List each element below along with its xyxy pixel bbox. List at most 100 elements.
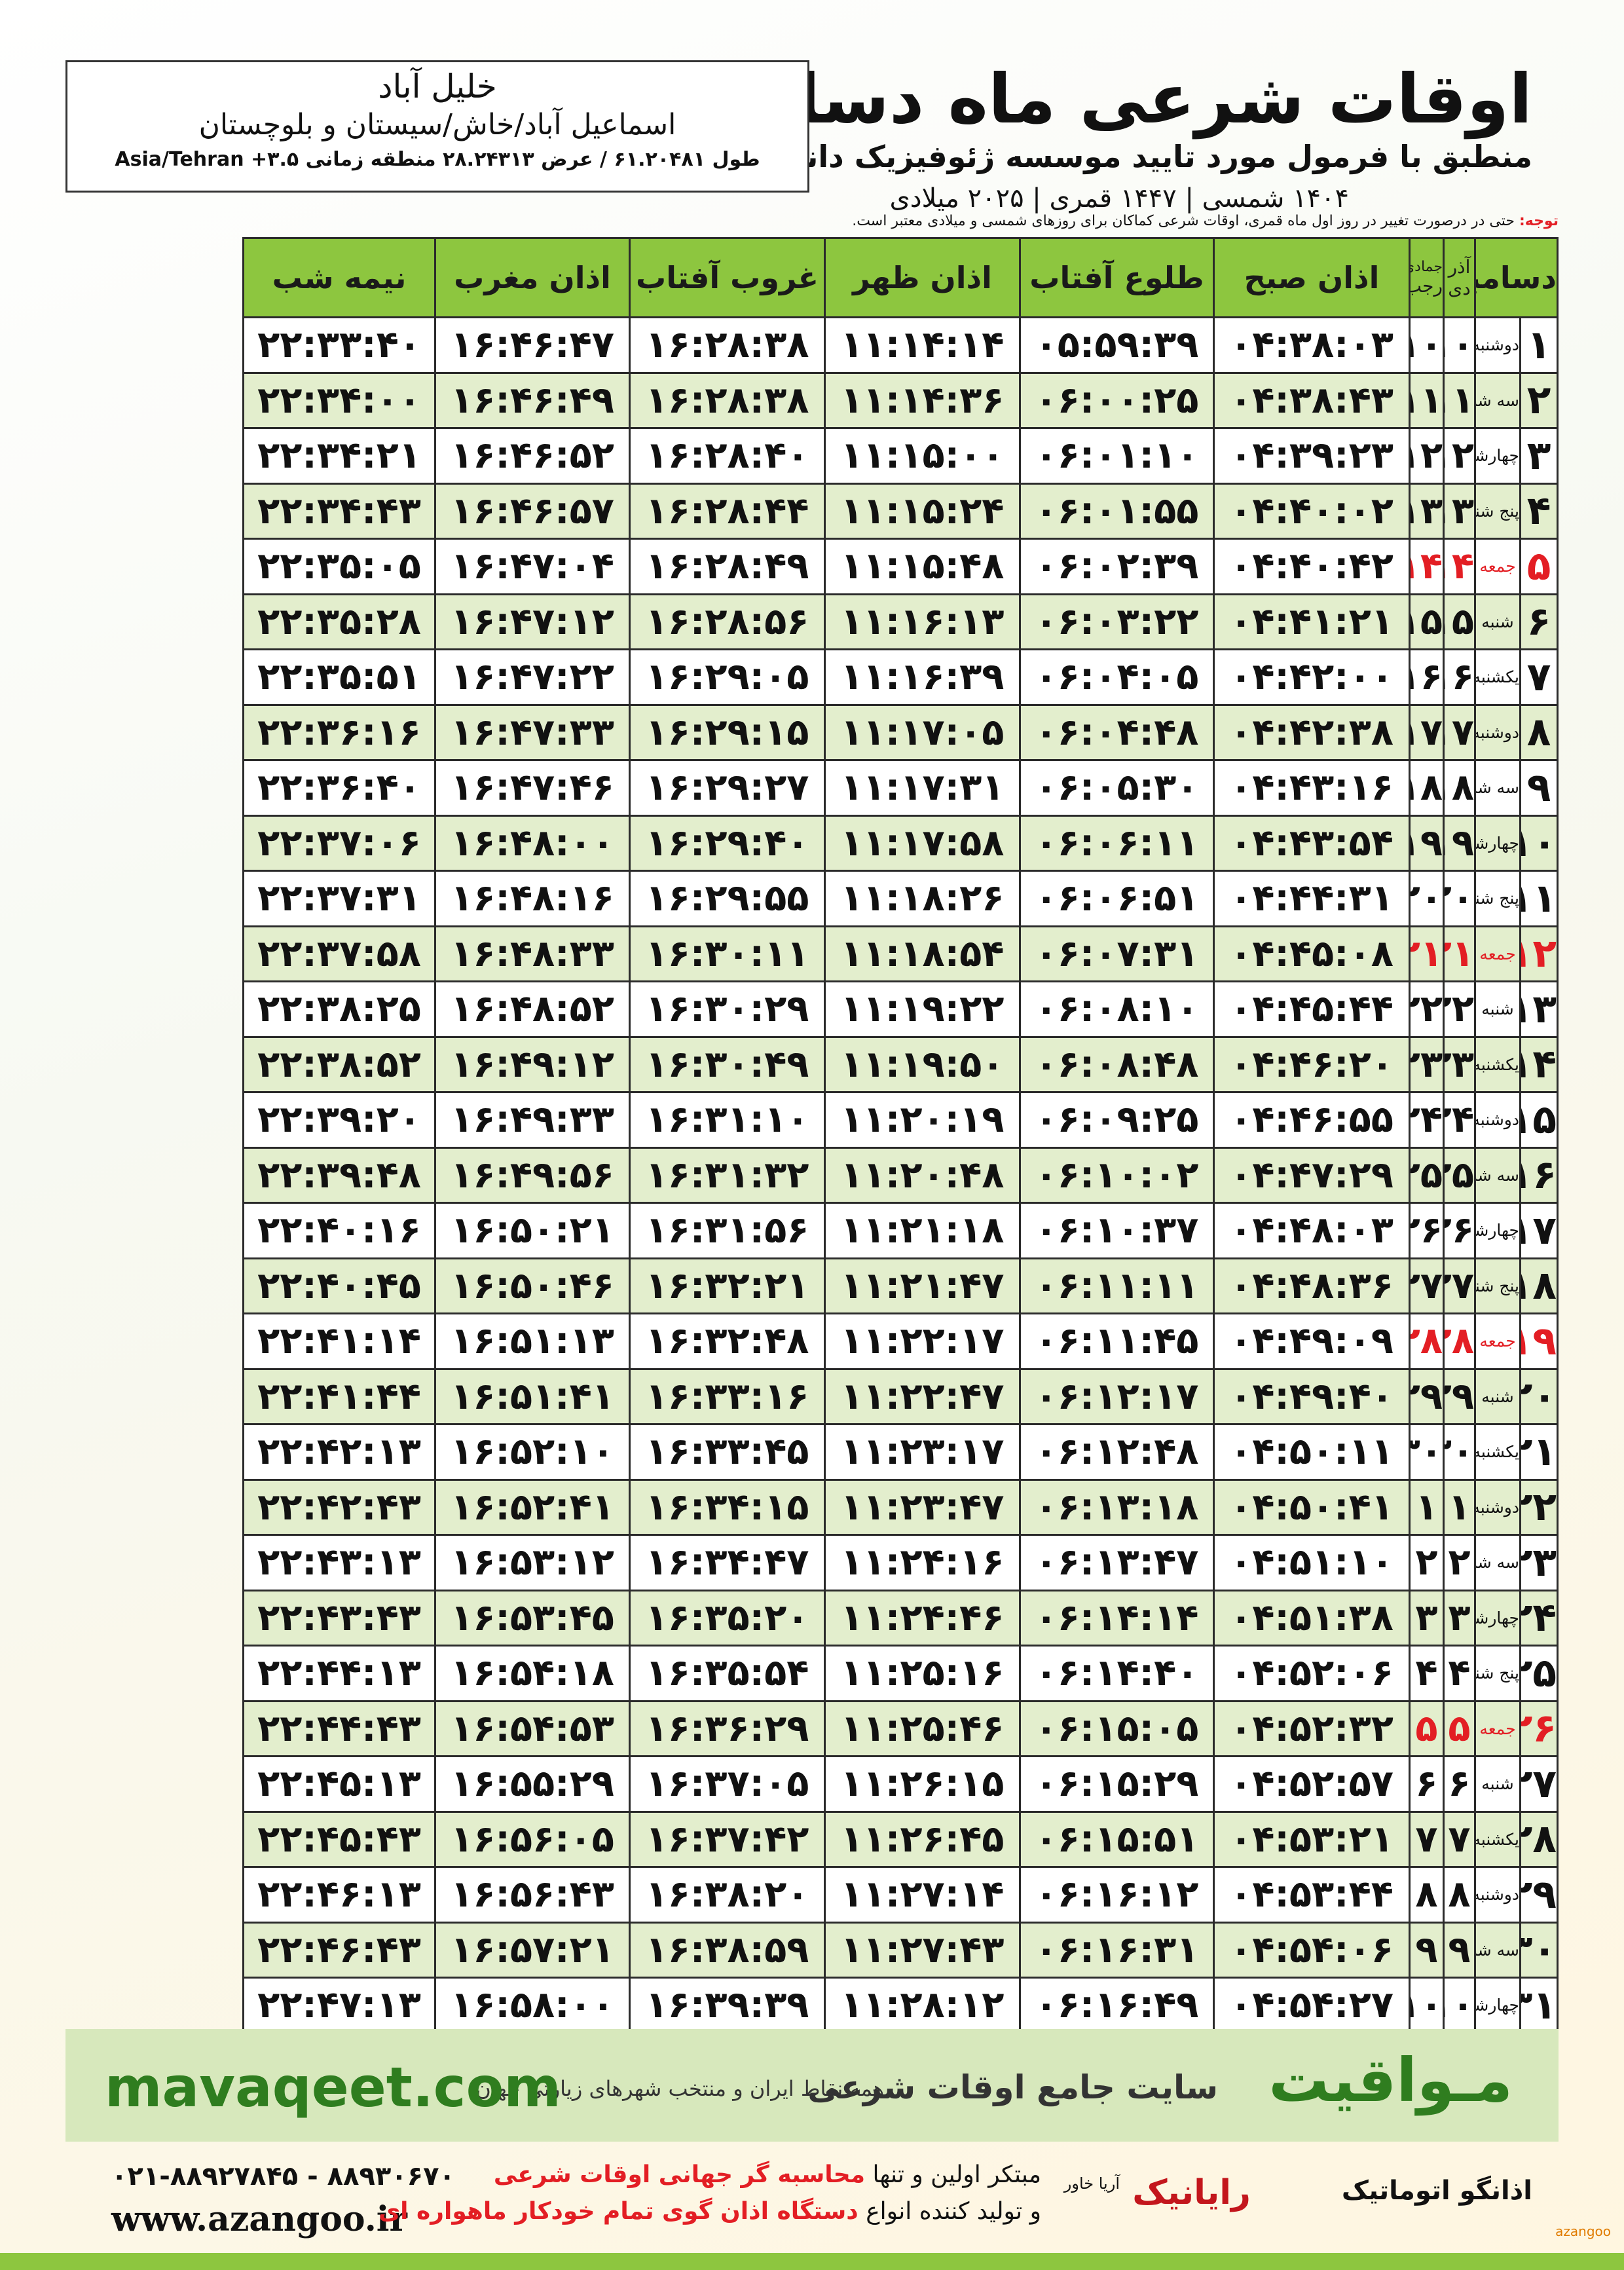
cell: ۱۱:۱۵:۰۰ bbox=[824, 427, 1021, 485]
cell: ۲۴ bbox=[1409, 1091, 1445, 1149]
cell: ۱۱:۲۱:۱۸ bbox=[824, 1202, 1021, 1259]
footer-line: مبتکر اولین و تنها محاسبه گر جهانی اوقات… bbox=[494, 2161, 1041, 2188]
cell: ۰۴:۵۳:۴۴ bbox=[1213, 1866, 1411, 1924]
cell: ۱۶:۳۷:۰۵ bbox=[629, 1755, 826, 1813]
cell: ۲۲:۴۱:۱۴ bbox=[242, 1312, 436, 1370]
cell: ۲۳ bbox=[1519, 1534, 1559, 1591]
cell: ۰۶:۰۷:۳۱ bbox=[1019, 925, 1215, 982]
cell: ۱۶:۳۳:۱۶ bbox=[629, 1368, 826, 1425]
cell: ۲۲:۴۴:۱۳ bbox=[242, 1645, 436, 1702]
cell: ۲۲:۴۵:۱۳ bbox=[242, 1755, 436, 1813]
cell: ۱۶ bbox=[1519, 1146, 1559, 1204]
cell: ۰۶:۱۵:۲۹ bbox=[1019, 1755, 1215, 1813]
cell: ۸ bbox=[1409, 1866, 1445, 1924]
cell: ۲۲:۳۹:۲۰ bbox=[242, 1091, 436, 1149]
cell: ۴ bbox=[1519, 482, 1559, 540]
cell: ۲۲:۳۸:۲۵ bbox=[242, 980, 436, 1038]
note-label: توجه: bbox=[1519, 213, 1559, 229]
table-row: ۱۱پنج شنبه۲۰۲۰۰۴:۴۴:۳۱۰۶:۰۶:۵۱۱۱:۱۸:۲۶۱۶… bbox=[67, 870, 1559, 927]
cell: ۱۶:۲۸:۴۰ bbox=[629, 427, 826, 485]
cell: ۱۳ bbox=[1409, 482, 1445, 540]
cell: ۲۲:۴۳:۴۳ bbox=[242, 1589, 436, 1647]
cell: سه شنبه bbox=[1474, 371, 1521, 429]
cell: جمعه bbox=[1474, 1700, 1521, 1757]
table-row: ۱۸پنج شنبه۲۷۲۷۰۴:۴۸:۳۶۰۶:۱۱:۱۱۱۱:۲۱:۴۷۱۶… bbox=[67, 1257, 1559, 1314]
cell: ۰۴:۵۳:۲۱ bbox=[1213, 1810, 1411, 1868]
cell: ۲۲:۳۴:۰۰ bbox=[242, 371, 436, 429]
cell: ۱۶:۴۹:۳۳ bbox=[434, 1091, 631, 1149]
cell: ۲۸ bbox=[1519, 1810, 1559, 1868]
cell: ۱۶:۳۸:۲۰ bbox=[629, 1866, 826, 1924]
cell: ۱۶:۳۲:۴۸ bbox=[629, 1312, 826, 1370]
cell: ۱۶:۴۶:۴۹ bbox=[434, 371, 631, 429]
cell: ۲۲:۴۶:۱۳ bbox=[242, 1866, 436, 1924]
cell: ۱۱:۲۶:۱۵ bbox=[824, 1755, 1021, 1813]
cell: ۲۲ bbox=[1409, 980, 1445, 1038]
footer-text: و تولید کننده انواع bbox=[866, 2198, 1041, 2225]
phone: ۰۲۱-۸۸۹۲۷۸۴۵ - ۸۸۹۳۰۶۷۰ bbox=[111, 2161, 455, 2191]
cell: ۱۰ bbox=[1443, 1977, 1476, 2034]
cell: ۳ bbox=[1409, 1589, 1445, 1647]
cell: ۱۶:۵۶:۴۳ bbox=[434, 1866, 631, 1924]
cell: ۲۴ bbox=[1519, 1589, 1559, 1647]
cell: ۲۱ bbox=[1409, 925, 1445, 982]
cell: ۱۶:۵۳:۱۲ bbox=[434, 1534, 631, 1591]
cell: ۲۲:۴۶:۴۳ bbox=[242, 1921, 436, 1979]
cell: ۲۲:۳۶:۱۶ bbox=[242, 703, 436, 761]
cell: ۱۱:۲۶:۴۵ bbox=[824, 1810, 1021, 1868]
cell: ۱۱:۱۶:۱۳ bbox=[824, 593, 1021, 650]
cell: ۱۰ bbox=[1409, 1977, 1445, 2034]
cell: ۱۱:۱۹:۲۲ bbox=[824, 980, 1021, 1038]
cell: ۰۵:۵۹:۳۹ bbox=[1019, 316, 1215, 374]
slogan: سایت جامع اوقات شرعی bbox=[807, 2068, 1218, 2106]
cell: ۱۶:۲۹:۴۰ bbox=[629, 814, 826, 872]
cell: ۰۴:۴۳:۱۶ bbox=[1213, 759, 1411, 817]
cell: ۱۶:۴۸:۵۲ bbox=[434, 980, 631, 1038]
cell: ۱۶:۴۹:۵۶ bbox=[434, 1146, 631, 1204]
cell: ۱۴ bbox=[1443, 538, 1476, 595]
site-link[interactable]: mavaqeet.com bbox=[105, 2055, 561, 2119]
cell: ۱۸ bbox=[1409, 759, 1445, 817]
cell: جمعه bbox=[1474, 1312, 1521, 1370]
table-row: ۱۵دوشنبه۲۴۲۴۰۴:۴۶:۵۵۰۶:۰۹:۲۵۱۱:۲۰:۱۹۱۶:۳… bbox=[67, 1091, 1559, 1149]
cell: ۱۶:۳۲:۲۱ bbox=[629, 1257, 826, 1314]
cell: ۱۶:۳۳:۴۵ bbox=[629, 1423, 826, 1481]
table-row: ۸دوشنبه۱۷۱۷۰۴:۴۲:۳۸۰۶:۰۴:۴۸۱۱:۱۷:۰۵۱۶:۲۹… bbox=[67, 703, 1559, 761]
col-header: آذر دی bbox=[1443, 237, 1476, 318]
cell: ۰۴:۴۵:۴۴ bbox=[1213, 980, 1411, 1038]
cell: ۱۱:۲۲:۴۷ bbox=[824, 1368, 1021, 1425]
col-header-bottom: دی bbox=[1448, 278, 1471, 299]
cell: ۲ bbox=[1409, 1534, 1445, 1591]
cell: ۲۲:۳۶:۴۰ bbox=[242, 759, 436, 817]
web-link[interactable]: www.azangoo.ir bbox=[111, 2199, 407, 2239]
cell: ۱۷ bbox=[1409, 703, 1445, 761]
cell: ۰۶:۱۶:۱۲ bbox=[1019, 1866, 1215, 1924]
cell: ۰۴:۴۰:۴۲ bbox=[1213, 538, 1411, 595]
cell: ۳ bbox=[1519, 427, 1559, 485]
cell: یکشنبه bbox=[1474, 1423, 1521, 1481]
cell: ۱۱ bbox=[1443, 371, 1476, 429]
cell: ۰۴:۴۶:۲۰ bbox=[1213, 1035, 1411, 1093]
cell: ۱۶:۳۹:۳۹ bbox=[629, 1977, 826, 2034]
cell: ۲۲:۴۲:۴۳ bbox=[242, 1478, 436, 1536]
cell: ۰۴:۴۷:۲۹ bbox=[1213, 1146, 1411, 1204]
cell: ۰۶:۱۵:۰۵ bbox=[1019, 1700, 1215, 1757]
cell: ۰۴:۵۰:۴۱ bbox=[1213, 1478, 1411, 1536]
cell: ۱۶:۴۸:۱۶ bbox=[434, 870, 631, 927]
cell: ۱۴ bbox=[1519, 1035, 1559, 1093]
cell: ۱ bbox=[1519, 316, 1559, 374]
cell: ۲ bbox=[1443, 1534, 1476, 1591]
cell: ۵ bbox=[1443, 1700, 1476, 1757]
table-row: ۲۶جمعه۵۵۰۴:۵۲:۳۲۰۶:۱۵:۰۵۱۱:۲۵:۴۶۱۶:۳۶:۲۹… bbox=[67, 1700, 1559, 1757]
cell: شنبه bbox=[1474, 980, 1521, 1038]
table-row: ۲سه شنبه۱۱۱۱۰۴:۳۸:۴۳۰۶:۰۰:۲۵۱۱:۱۴:۳۶۱۶:۲… bbox=[67, 371, 1559, 429]
cell: ۲۲:۳۵:۲۸ bbox=[242, 593, 436, 650]
table-row: ۱۳شنبه۲۲۲۲۰۴:۴۵:۴۴۰۶:۰۸:۱۰۱۱:۱۹:۲۲۱۶:۳۰:… bbox=[67, 980, 1559, 1038]
cell: ۱۹ bbox=[1519, 1312, 1559, 1370]
cell: ۱۶:۳۸:۵۹ bbox=[629, 1921, 826, 1979]
table-row: ۱۰چهارشنبه۱۹۱۹۰۴:۴۳:۵۴۰۶:۰۶:۱۱۱۱:۱۷:۵۸۱۶… bbox=[67, 814, 1559, 872]
cell: ۰۴:۴۸:۰۳ bbox=[1213, 1202, 1411, 1259]
cell: ۰۴:۳۸:۴۳ bbox=[1213, 371, 1411, 429]
cell: ۰۶:۱۵:۵۱ bbox=[1019, 1810, 1215, 1868]
